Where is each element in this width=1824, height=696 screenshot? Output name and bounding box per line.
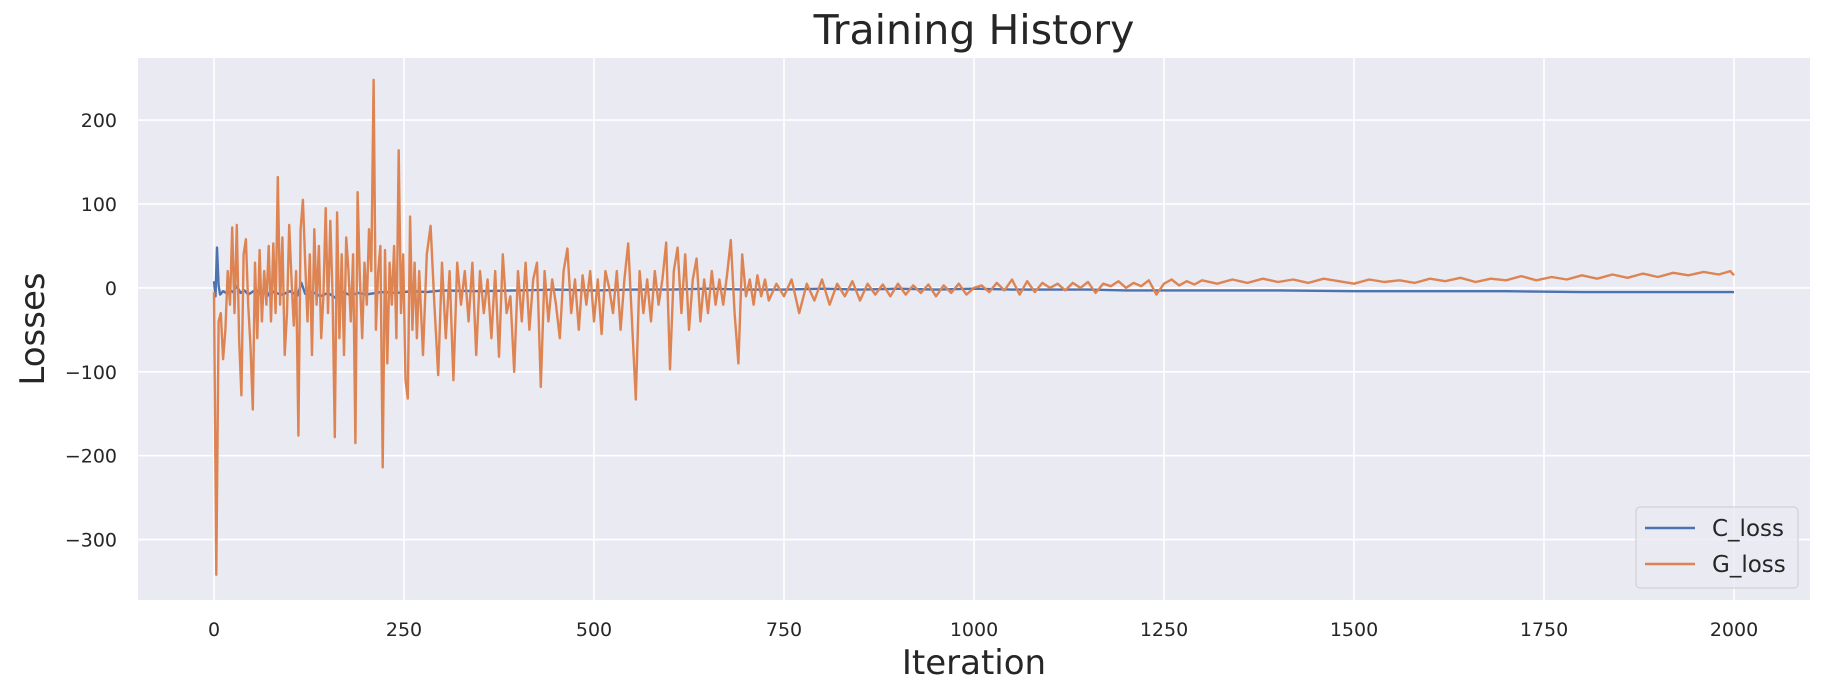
x-tick-label: 1750 xyxy=(1520,619,1568,641)
y-tick-label: −200 xyxy=(65,446,117,468)
x-tick-label: 250 xyxy=(386,619,422,641)
y-tick-label: 0 xyxy=(105,278,117,300)
x-tick-label: 0 xyxy=(208,619,220,641)
x-tick-label: 1250 xyxy=(1140,619,1188,641)
y-tick-label: 100 xyxy=(81,194,117,216)
y-axis-title: Losses xyxy=(13,272,53,385)
x-tick-label: 1000 xyxy=(950,619,998,641)
legend-label-g-loss: G_loss xyxy=(1712,552,1786,578)
x-tick-label: 750 xyxy=(766,619,802,641)
x-tick-label: 2000 xyxy=(1710,619,1758,641)
series-line-g-loss xyxy=(212,78,1735,576)
x-tick-label: 1500 xyxy=(1330,619,1378,641)
x-tick-labels: 0 250 500 750 1000 1250 1500 1750 2000 xyxy=(208,619,1758,641)
y-tick-label: −100 xyxy=(65,362,117,384)
legend: C_loss G_loss xyxy=(1635,506,1799,589)
chart-title: Training History xyxy=(813,6,1135,54)
y-tick-labels: −300 −200 −100 0 100 200 xyxy=(65,110,117,552)
series-lines xyxy=(212,78,1735,576)
grid xyxy=(138,58,1810,600)
y-tick-label: 200 xyxy=(81,110,117,132)
x-axis-title: Iteration xyxy=(902,643,1046,683)
legend-label-c-loss: C_loss xyxy=(1712,516,1784,542)
y-tick-label: −300 xyxy=(65,530,117,552)
x-tick-label: 500 xyxy=(576,619,612,641)
